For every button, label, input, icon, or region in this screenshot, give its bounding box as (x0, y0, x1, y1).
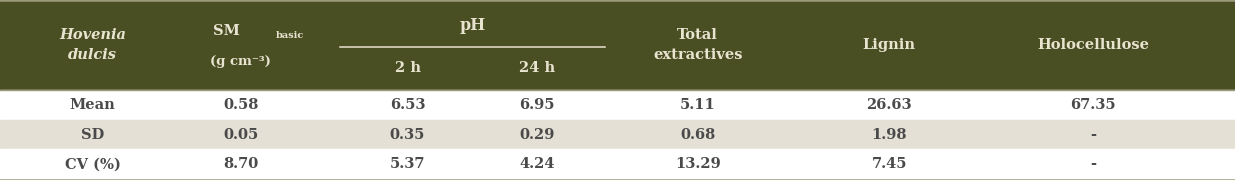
Text: 5.11: 5.11 (680, 98, 715, 112)
Bar (0, 120, 1235, 149)
Text: -: - (1091, 157, 1095, 171)
Text: basic: basic (275, 31, 304, 40)
Text: 0.05: 0.05 (224, 128, 258, 141)
Text: 0.58: 0.58 (224, 98, 258, 112)
Text: Hovenia
dulcis: Hovenia dulcis (59, 28, 126, 62)
Text: 1.98: 1.98 (872, 128, 906, 141)
Text: 6.95: 6.95 (520, 98, 555, 112)
Text: Lignin: Lignin (863, 38, 915, 52)
Text: Mean: Mean (69, 98, 116, 112)
Bar (0, 0, 1235, 90)
Text: 0.68: 0.68 (680, 128, 715, 141)
Text: 8.70: 8.70 (224, 157, 258, 171)
Text: 67.35: 67.35 (1071, 98, 1115, 112)
Text: CV (%): CV (%) (64, 157, 121, 171)
Text: 26.63: 26.63 (867, 98, 911, 112)
Text: SD: SD (82, 128, 104, 141)
Text: SM: SM (212, 24, 240, 38)
Text: 24 h: 24 h (519, 61, 556, 75)
Text: 13.29: 13.29 (674, 157, 721, 171)
Text: 7.45: 7.45 (872, 157, 906, 171)
Text: (g cm⁻³): (g cm⁻³) (210, 55, 272, 68)
Text: 4.24: 4.24 (520, 157, 555, 171)
Text: Holocellulose: Holocellulose (1037, 38, 1149, 52)
Text: Total
extractives: Total extractives (653, 28, 742, 62)
Bar (0, 90, 1235, 120)
Text: 2 h: 2 h (394, 61, 421, 75)
Text: 5.37: 5.37 (390, 157, 425, 171)
Text: 6.53: 6.53 (390, 98, 425, 112)
Text: -: - (1091, 128, 1095, 141)
Text: 0.29: 0.29 (520, 128, 555, 141)
Text: 0.35: 0.35 (390, 128, 425, 141)
Text: pH: pH (459, 17, 485, 34)
Bar (0, 149, 1235, 179)
